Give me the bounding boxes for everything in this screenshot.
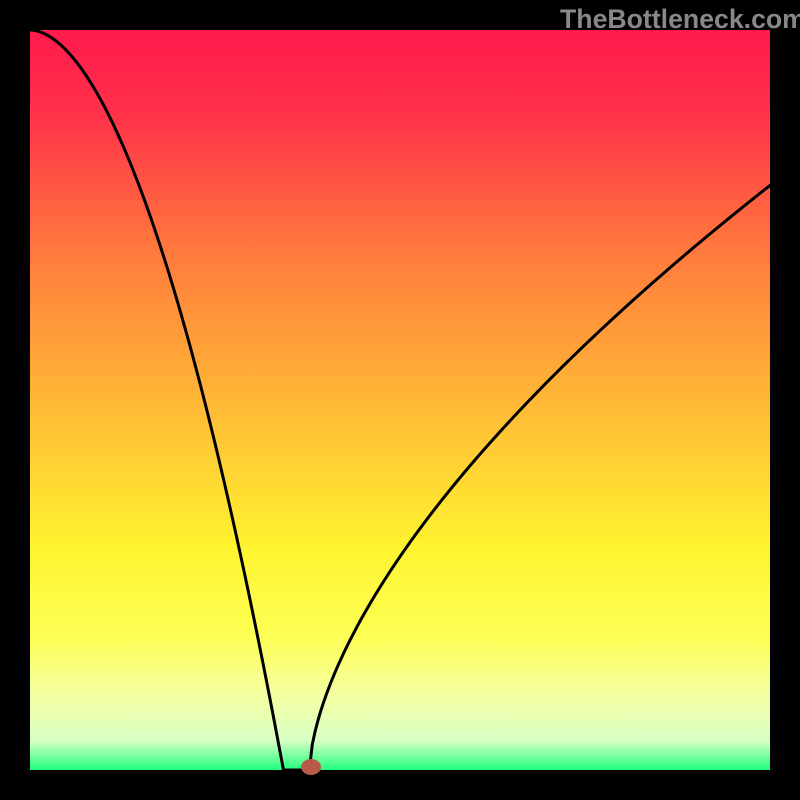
border-bottom [0, 770, 800, 800]
plot-area [30, 30, 770, 770]
border-left [0, 0, 30, 800]
border-right [770, 0, 800, 800]
border-top [0, 0, 800, 30]
chart-canvas: TheBottleneck.com [0, 0, 800, 800]
